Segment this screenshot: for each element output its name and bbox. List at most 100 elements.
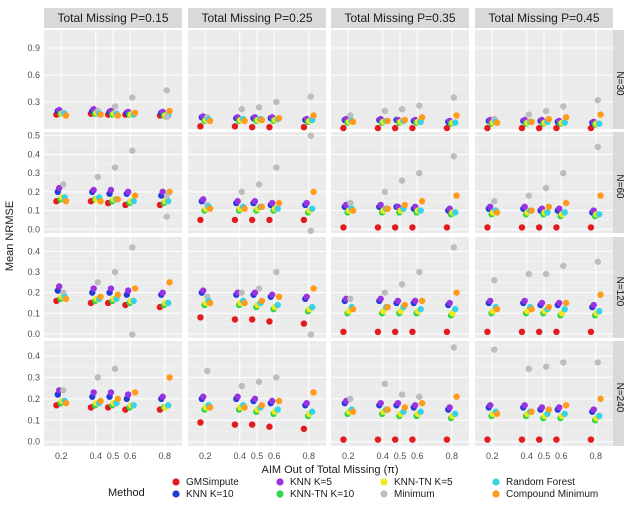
data-point-minimum xyxy=(204,367,211,375)
row-strip xyxy=(613,30,624,129)
data-point-minimum xyxy=(163,213,171,220)
data-point-gmsimpute xyxy=(340,436,347,443)
x-tick-label: 0.4 xyxy=(376,451,389,461)
data-point-random-forest xyxy=(596,120,603,127)
data-point-random-forest xyxy=(452,119,459,126)
y-tick-label: 0.2 xyxy=(27,394,40,404)
data-point-knn-k-5 xyxy=(486,402,494,409)
data-point-gmsimpute xyxy=(535,328,543,336)
column-strip xyxy=(44,8,182,28)
data-point-minimum xyxy=(450,344,458,351)
x-tick-label: 0.8 xyxy=(158,451,171,461)
data-point-knn-k-5 xyxy=(55,184,63,192)
legend-label: KNN K=10 xyxy=(186,489,234,500)
data-point-compound-minimum xyxy=(206,299,214,307)
data-point-compound-minimum xyxy=(97,293,104,300)
data-point-gmsimpute xyxy=(535,124,543,132)
data-point-minimum xyxy=(525,270,533,278)
data-point-knn-k-5 xyxy=(538,299,546,307)
data-point-gmsimpute xyxy=(374,124,382,132)
x-tick-label: 0.2 xyxy=(199,451,212,461)
data-point-compound-minimum xyxy=(131,285,139,292)
column-strip xyxy=(188,8,326,28)
data-point-knn-k-5 xyxy=(394,399,402,407)
data-point-knn-k-5 xyxy=(590,301,597,309)
data-point-knn-k-5 xyxy=(90,389,97,396)
data-point-compound-minimum xyxy=(241,299,248,307)
data-point-compound-minimum xyxy=(401,301,409,309)
data-point-knn-k-5 xyxy=(377,201,384,209)
data-point-minimum xyxy=(94,374,102,381)
data-point-gmsimpute xyxy=(587,224,595,231)
data-point-minimum xyxy=(273,268,280,276)
y-tick-label: 0.0 xyxy=(27,329,40,339)
data-point-gmsimpute xyxy=(553,436,560,443)
data-point-compound-minimum xyxy=(310,112,317,119)
data-point-minimum xyxy=(416,268,423,276)
data-point-compound-minimum xyxy=(166,107,173,115)
data-point-random-forest xyxy=(309,303,316,311)
data-point-gmsimpute xyxy=(518,436,526,443)
data-point-gmsimpute xyxy=(391,436,399,443)
data-point-gmsimpute xyxy=(266,216,273,224)
data-point-knn-k-5 xyxy=(159,289,166,296)
data-point-gmsimpute xyxy=(484,328,491,336)
data-point-compound-minimum xyxy=(62,399,70,407)
data-point-knn-k-5 xyxy=(411,297,419,305)
data-point-compound-minimum xyxy=(114,291,122,298)
y-tick-label: 0.1 xyxy=(27,415,40,425)
data-point-random-forest xyxy=(544,209,551,216)
x-tick-label: 0.5 xyxy=(538,451,551,461)
y-tick-label: 0.4 xyxy=(27,246,40,256)
data-point-compound-minimum xyxy=(384,406,391,413)
data-point-gmsimpute xyxy=(248,216,256,224)
data-point-random-forest xyxy=(130,402,137,409)
data-point-minimum xyxy=(273,164,280,171)
data-point-minimum xyxy=(347,199,354,207)
x-tick-label: 0.5 xyxy=(251,451,264,461)
data-point-minimum xyxy=(560,103,567,110)
legend-label: GMSimpute xyxy=(186,477,239,488)
data-point-minimum xyxy=(542,270,550,278)
data-point-knn-k-5 xyxy=(234,198,241,205)
data-point-minimum xyxy=(542,107,550,115)
data-point-minimum xyxy=(238,188,246,196)
data-point-minimum xyxy=(238,289,246,296)
x-axis-title: AIM Out of Total Missing (π) xyxy=(262,464,399,476)
data-point-knn-k-5 xyxy=(521,203,528,211)
data-point-knn-k-5 xyxy=(555,299,563,307)
data-point-compound-minimum xyxy=(562,199,570,207)
data-point-compound-minimum xyxy=(597,111,604,118)
data-point-knn-k-5 xyxy=(411,402,419,409)
data-point-compound-minimum xyxy=(97,198,104,205)
y-tick-label: 0.0 xyxy=(27,437,40,447)
data-point-random-forest xyxy=(274,205,281,212)
data-point-gmsimpute xyxy=(409,328,416,336)
data-point-compound-minimum xyxy=(97,397,104,405)
data-point-minimum xyxy=(381,289,389,296)
data-point-knn-k-5 xyxy=(199,393,207,400)
x-tick-label: 0.8 xyxy=(302,451,315,461)
data-point-gmsimpute xyxy=(443,124,451,132)
data-point-compound-minimum xyxy=(114,196,122,203)
data-point-random-forest xyxy=(165,299,172,307)
data-point-random-forest xyxy=(561,209,568,216)
data-point-knn-k-5 xyxy=(107,389,115,396)
y-tick-label: 0.4 xyxy=(27,351,40,361)
data-point-gmsimpute xyxy=(535,436,543,443)
y-tick-label: 0.0 xyxy=(27,224,40,234)
data-point-minimum xyxy=(60,387,67,394)
data-point-gmsimpute xyxy=(248,421,256,428)
data-point-minimum xyxy=(307,227,315,235)
data-point-compound-minimum xyxy=(166,374,173,381)
data-point-knn-k-5 xyxy=(555,404,563,411)
data-point-minimum xyxy=(347,395,354,403)
data-point-compound-minimum xyxy=(493,209,501,216)
data-point-compound-minimum xyxy=(453,393,460,400)
data-point-random-forest xyxy=(309,408,316,415)
data-point-gmsimpute xyxy=(484,224,491,231)
data-point-minimum xyxy=(491,198,498,205)
data-point-minimum xyxy=(491,346,498,353)
data-point-knn-k-5 xyxy=(555,205,563,212)
